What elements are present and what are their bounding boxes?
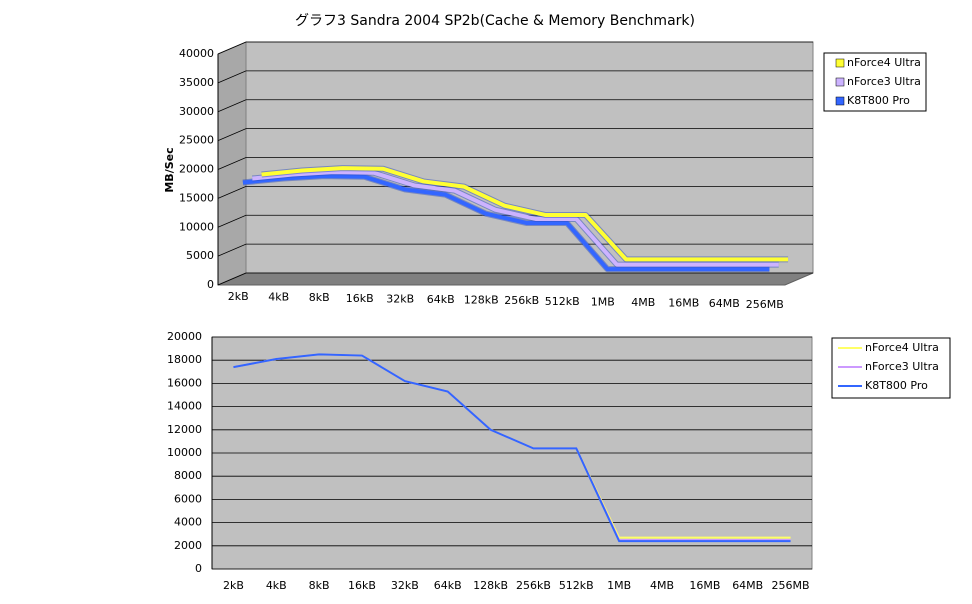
x-tick-label: 16MB: [689, 579, 720, 592]
grid-line: [217, 272, 813, 286]
y-tick-label: 14000: [167, 400, 202, 413]
x-tick-label: 2kB: [223, 579, 244, 592]
x-tick-label: 16kB: [348, 579, 376, 592]
legend-label: nForce3 Ultra: [847, 75, 921, 88]
y-tick-label: 10000: [179, 220, 214, 233]
series-line: [261, 166, 789, 262]
grid-line: [217, 41, 813, 55]
grid-line: [217, 128, 813, 141]
x-tick-label: 4kB: [268, 291, 289, 304]
x-tick-label: 8kB: [309, 291, 330, 304]
y-tick-label: 10000: [167, 446, 202, 459]
grid-line: [217, 99, 813, 113]
x-tick-label: 128kB: [473, 579, 508, 592]
floor: [217, 272, 814, 286]
x-tick-label: 128kB: [464, 294, 499, 307]
x-tick-label: 4kB: [266, 579, 287, 592]
grid-line: [217, 214, 813, 228]
y-tick-label: 25000: [179, 134, 214, 147]
legend-swatch: [835, 96, 845, 106]
series-line: [252, 170, 779, 267]
y-tick-label: 40000: [179, 47, 214, 60]
legend-swatch: [835, 77, 845, 87]
y-tick-label: 6000: [174, 492, 202, 505]
series-line: [233, 353, 791, 543]
x-tick-label: 256MB: [772, 579, 810, 592]
y-tick-label: 0: [207, 278, 214, 291]
legend-label: nForce4 Ultra: [847, 56, 921, 69]
x-tick-label: 4MB: [650, 579, 674, 592]
y-tick-label: 0: [195, 562, 202, 575]
x-tick-label: 64kB: [427, 293, 455, 306]
x-tick-label: 256MB: [746, 298, 784, 311]
x-tick-label: 256kB: [516, 579, 551, 592]
y-tick-label: 20000: [179, 163, 214, 176]
x-tick-label: 1MB: [591, 295, 615, 308]
chart-title: グラフ3 Sandra 2004 SP2b(Cache & Memory Ben…: [295, 13, 695, 29]
legend-swatch: [835, 58, 845, 68]
legend-label: K8T800 Pro: [847, 94, 910, 107]
x-tick-label: 8kB: [309, 579, 330, 592]
x-tick-label: 256kB: [504, 294, 539, 307]
legend-label: nForce3 Ultra: [865, 360, 939, 373]
series-line: [242, 174, 770, 272]
grid-line: [217, 185, 813, 199]
y-tick-label: 16000: [167, 376, 202, 389]
grid-line: [217, 243, 813, 257]
y-tick-label: 8000: [174, 469, 202, 482]
y-tick-label: 15000: [179, 191, 214, 204]
grid-line: [217, 157, 813, 170]
y-tick-label: 2000: [174, 539, 202, 552]
x-tick-label: 512kB: [559, 579, 594, 592]
y-tick-label: 12000: [167, 423, 202, 436]
x-tick-label: 512kB: [545, 295, 580, 308]
x-tick-label: 1MB: [607, 579, 631, 592]
x-tick-label: 4MB: [631, 296, 655, 309]
x-tick-label: 16kB: [346, 292, 374, 305]
y-tick-label: 18000: [167, 353, 202, 366]
x-tick-label: 64MB: [732, 579, 763, 592]
x-tick-label: 64kB: [434, 579, 462, 592]
grid-line: [217, 70, 813, 84]
y-tick-label: 5000: [186, 249, 214, 262]
x-tick-label: 64MB: [709, 297, 740, 310]
y-tick-label: 35000: [179, 76, 214, 89]
y-tick-label: 20000: [167, 330, 202, 343]
x-tick-label: 32kB: [386, 292, 414, 305]
x-tick-label: 16MB: [668, 297, 699, 310]
legend-label: nForce4 Ultra: [865, 341, 939, 354]
x-tick-label: 2kB: [228, 290, 249, 303]
y-tick-label: 4000: [174, 516, 202, 529]
y-tick-label: 30000: [179, 105, 214, 118]
y-axis-label: MB/Sec: [163, 147, 176, 192]
x-tick-label: 32kB: [391, 579, 419, 592]
legend-label: K8T800 Pro: [865, 379, 928, 392]
